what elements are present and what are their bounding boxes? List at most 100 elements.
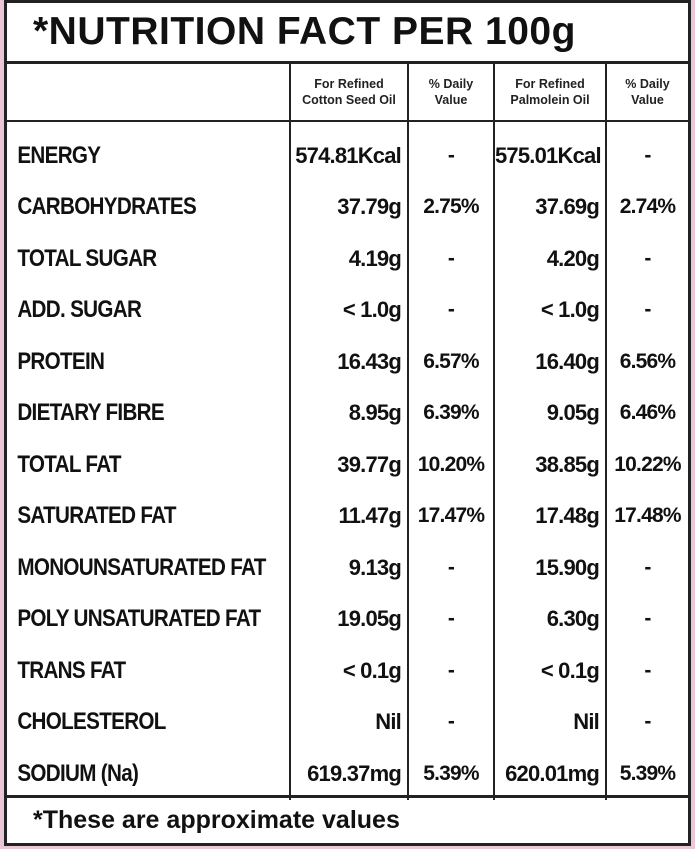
cotton-daily-value: - xyxy=(407,593,494,645)
table-header-row: For Refined Cotton Seed Oil % Daily Valu… xyxy=(7,64,688,122)
nutrition-panel: *NUTRITION FACT PER 100g For Refined Cot… xyxy=(4,0,691,846)
nutrient-name: TOTAL FAT xyxy=(7,439,290,491)
nutrient-label: ENERGY xyxy=(17,141,101,169)
table-row: CARBOHYDRATES 37.79g 2.75% 37.69g 2.74% xyxy=(7,181,688,234)
cotton-daily-value: 10.20% xyxy=(407,439,494,491)
cotton-value: < 0.1g xyxy=(289,645,408,697)
palm-daily-value: - xyxy=(605,696,688,748)
header-dv2-line2: Value xyxy=(631,93,664,107)
cotton-daily-value: 6.39% xyxy=(407,387,494,439)
nutrient-name: TOTAL SUGAR xyxy=(7,233,290,285)
header-palm-line1: For Refined xyxy=(515,77,585,91)
header-dv2-line1: % Daily xyxy=(625,77,670,91)
cotton-value: < 1.0g xyxy=(289,284,408,336)
nutrient-label: POLY UNSATURATED FAT xyxy=(17,605,261,633)
nutrient-label: TRANS FAT xyxy=(17,656,126,684)
cotton-value: 8.95g xyxy=(289,387,408,439)
nutrient-label: MONOUNSATURATED FAT xyxy=(17,553,266,581)
cotton-daily-value: 17.47% xyxy=(407,490,494,542)
nutrition-table: For Refined Cotton Seed Oil % Daily Valu… xyxy=(7,64,688,800)
nutrient-label: TOTAL SUGAR xyxy=(17,244,157,272)
palm-value: 6.30g xyxy=(493,593,606,645)
nutrient-label: DIETARY FIBRE xyxy=(17,399,164,427)
palm-daily-value: - xyxy=(605,284,688,336)
nutrient-label: CARBOHYDRATES xyxy=(17,193,197,221)
nutrient-label: SODIUM (Na) xyxy=(17,759,139,787)
palm-value: 37.69g xyxy=(493,181,606,233)
nutrient-name: ENERGY xyxy=(7,130,290,182)
table-row: DIETARY FIBRE 8.95g 6.39% 9.05g 6.46% xyxy=(7,387,688,440)
header-cotton-line2: Cotton Seed Oil xyxy=(302,93,396,107)
nutrient-name: POLY UNSATURATED FAT xyxy=(7,594,290,646)
table-row: TOTAL FAT 39.77g 10.20% 38.85g 10.22% xyxy=(7,439,688,491)
table-row: POLY UNSATURATED FAT 19.05g -6.30g - xyxy=(7,593,688,646)
cotton-value: 37.79g xyxy=(289,181,408,233)
cotton-value: 619.37mg xyxy=(289,748,408,800)
table-row: ADD. SUGAR < 1.0g - < 1.0g - xyxy=(7,284,688,336)
cotton-daily-value: 2.75% xyxy=(407,181,494,233)
cotton-value: 574.81Kcal xyxy=(289,130,408,182)
table-row: MONOUNSATURATED FAT 9.13g -15.90g - xyxy=(7,542,688,594)
palm-value: 575.01Kcal xyxy=(493,130,606,182)
header-daily-value-2: % Daily Value xyxy=(605,64,688,122)
palm-value: 38.85g xyxy=(493,439,606,491)
cotton-daily-value: - xyxy=(407,645,494,697)
cotton-daily-value: - xyxy=(407,130,494,182)
cotton-daily-value: - xyxy=(407,696,494,748)
nutrient-label: ADD. SUGAR xyxy=(17,296,142,324)
cotton-daily-value: - xyxy=(407,542,494,594)
header-cotton-seed-oil: For Refined Cotton Seed Oil xyxy=(289,64,408,122)
table-row: ENERGY 574.81Kcal -575.01Kcal - xyxy=(7,130,688,182)
cotton-value: 39.77g xyxy=(289,439,408,491)
palm-daily-value: - xyxy=(605,130,688,182)
nutrient-name: CHOLESTEROL xyxy=(7,697,290,749)
palm-daily-value: - xyxy=(605,645,688,697)
nutrient-label: PROTEIN xyxy=(17,347,105,375)
cotton-daily-value: - xyxy=(407,284,494,336)
nutrient-label: SATURATED FAT xyxy=(17,502,176,530)
nutrient-name: CARBOHYDRATES xyxy=(7,182,290,234)
palm-daily-value: - xyxy=(605,593,688,645)
cotton-value: Nil xyxy=(289,696,408,748)
cotton-value: 9.13g xyxy=(289,542,408,594)
header-daily-value-1: % Daily Value xyxy=(407,64,494,122)
cotton-daily-value: 5.39% xyxy=(407,748,494,800)
palm-value: < 0.1g xyxy=(493,645,606,697)
palm-value: 9.05g xyxy=(493,387,606,439)
cotton-value: 4.19g xyxy=(289,233,408,285)
palm-daily-value: 6.56% xyxy=(605,336,688,388)
palm-value: 15.90g xyxy=(493,542,606,594)
cotton-daily-value: 6.57% xyxy=(407,336,494,388)
palm-daily-value: - xyxy=(605,233,688,285)
nutrient-name: SODIUM (Na) xyxy=(7,748,290,800)
nutrient-name: DIETARY FIBRE xyxy=(7,388,290,440)
cotton-value: 19.05g xyxy=(289,593,408,645)
cotton-daily-value: - xyxy=(407,233,494,285)
nutrient-name: MONOUNSATURATED FAT xyxy=(7,542,290,594)
palm-daily-value: 10.22% xyxy=(605,439,688,491)
nutrient-label: TOTAL FAT xyxy=(17,450,121,478)
nutrient-label: CHOLESTEROL xyxy=(17,708,166,736)
palm-daily-value: - xyxy=(605,542,688,594)
table-row: SODIUM (Na) 619.37mg 5.39% 620.01mg 5.39% xyxy=(7,748,688,800)
header-cotton-line1: For Refined xyxy=(314,77,384,91)
table-row: CHOLESTEROL Nil - Nil - xyxy=(7,696,688,749)
palm-daily-value: 2.74% xyxy=(605,181,688,233)
header-dv1-line2: Value xyxy=(434,93,468,107)
palm-daily-value: 17.48% xyxy=(605,490,688,542)
nutrient-name: SATURATED FAT xyxy=(7,491,290,543)
palm-value: 17.48g xyxy=(493,490,606,542)
palm-daily-value: 6.46% xyxy=(605,387,688,439)
table-row: SATURATED FAT 11.47g 17.47% 17.48g 17.48% xyxy=(7,490,688,543)
cotton-value: 11.47g xyxy=(289,490,408,542)
table-row: PROTEIN 16.43g 6.57% 16.40g 6.56% xyxy=(7,336,688,388)
nutrition-title: *NUTRITION FACT PER 100g xyxy=(7,3,688,64)
palm-value: 4.20g xyxy=(493,233,606,285)
footer-note: *These are approximate values xyxy=(7,795,688,843)
nutrient-name: TRANS FAT xyxy=(7,645,290,697)
palm-value: < 1.0g xyxy=(493,284,606,336)
cotton-value: 16.43g xyxy=(289,336,408,388)
table-row: TOTAL SUGAR 4.19g -4.20g - xyxy=(7,233,688,285)
table-spacer xyxy=(7,121,688,130)
palm-daily-value: 5.39% xyxy=(605,748,688,800)
